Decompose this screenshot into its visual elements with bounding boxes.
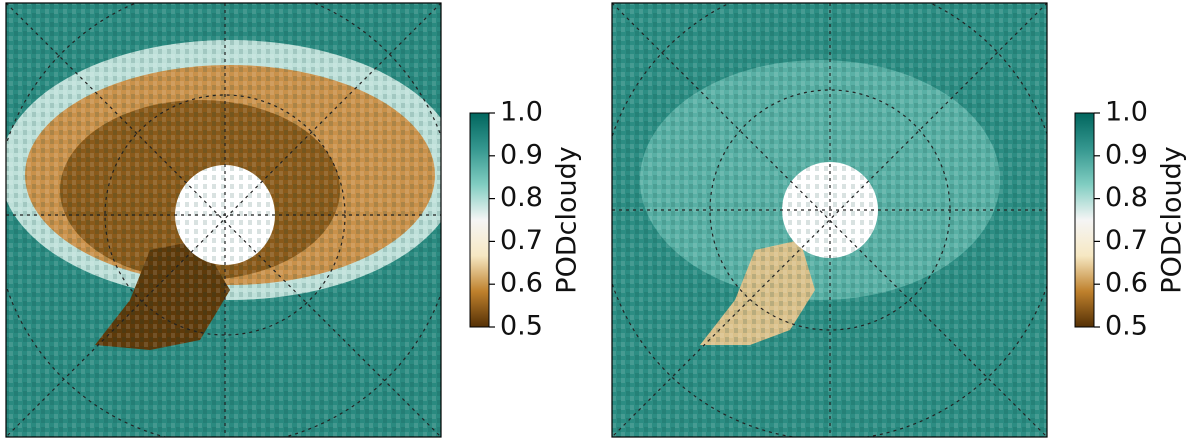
tick-label: 0.6 bbox=[500, 268, 543, 299]
tick-label: 0.5 bbox=[1105, 311, 1148, 342]
colorbar bbox=[469, 112, 490, 328]
tick-label: 0.8 bbox=[500, 182, 543, 213]
colorbar-label: PODcloudy bbox=[1157, 146, 1188, 293]
tick-label: 0.5 bbox=[500, 311, 543, 342]
frame bbox=[611, 2, 1048, 438]
tick-label: 0.8 bbox=[1105, 182, 1148, 213]
frame bbox=[5, 2, 442, 438]
tick-label: 1.0 bbox=[500, 97, 543, 128]
map-left bbox=[6, 3, 441, 437]
tick-label: 0.9 bbox=[1105, 139, 1148, 170]
tick-label: 0.7 bbox=[1105, 225, 1148, 256]
tick-label: 0.7 bbox=[500, 225, 543, 256]
colorbar-label: PODcloudy bbox=[552, 146, 583, 293]
tick-label: 1.0 bbox=[1105, 97, 1148, 128]
tick-label: 0.9 bbox=[500, 139, 543, 170]
tick-label: 0.6 bbox=[1105, 268, 1148, 299]
colorbar bbox=[1074, 112, 1095, 328]
map-right bbox=[612, 3, 1047, 437]
